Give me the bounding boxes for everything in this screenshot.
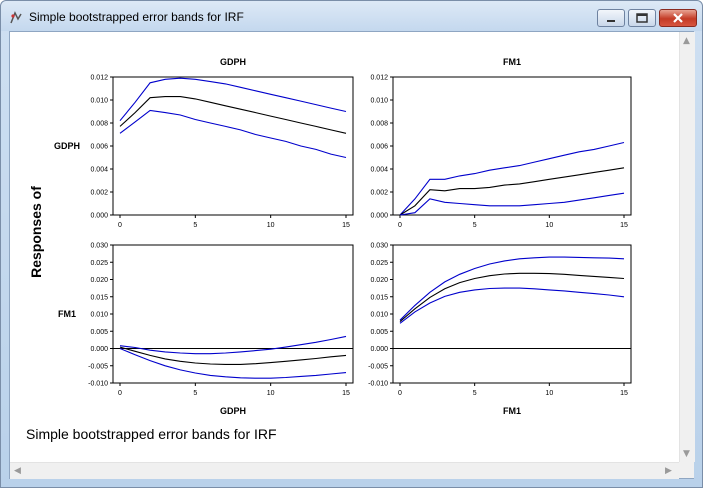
center-response-line (399, 167, 625, 216)
x-tick-label: 10 (545, 222, 553, 229)
x-tick-label: 15 (342, 390, 350, 397)
lower-band-line (399, 287, 625, 324)
plot-frame (112, 244, 354, 384)
x-tick-label: 15 (620, 390, 628, 397)
y-tick-label: 0.025 (90, 260, 108, 267)
scroll-right-icon[interactable]: ▶ (665, 466, 672, 476)
y-tick-label: 0.005 (370, 329, 388, 336)
upper-band-line (119, 77, 347, 122)
upper-band-line (399, 141, 625, 216)
row-label: FM1 (58, 309, 76, 319)
y-tick-label: 0.030 (370, 243, 388, 250)
y-tick-label: 0.010 (90, 98, 108, 105)
y-tick-label: 0.000 (90, 346, 108, 353)
x-tick-label: 0 (118, 222, 122, 229)
center-response-line (399, 272, 625, 323)
vertical-scrollbar[interactable]: ▲ ▼ (679, 32, 695, 462)
y-tick-label: 0.002 (90, 190, 108, 197)
minimize-icon (607, 20, 615, 22)
size-grip[interactable] (679, 462, 694, 478)
panel-x-label: GDPH (220, 406, 246, 416)
title-bar[interactable]: Simple bootstrapped error bands for IRF (1, 1, 702, 31)
plot-frame (392, 76, 632, 216)
x-tick-label: 5 (193, 222, 197, 229)
x-tick-label: 10 (545, 390, 553, 397)
y-tick-label: 0.004 (90, 167, 108, 174)
y-tick-label: -0.010 (88, 381, 108, 388)
horizontal-scrollbar[interactable]: ◀ ▶ (10, 462, 679, 479)
scroll-up-icon[interactable]: ▲ (683, 36, 690, 46)
panel-title: GDPH (220, 57, 246, 67)
plot-frame (112, 76, 354, 216)
x-tick-label: 10 (267, 222, 275, 229)
lower-band-line (399, 192, 625, 216)
y-tick-label: 0.012 (370, 75, 388, 82)
y-tick-label: 0.012 (90, 75, 108, 82)
center-response-line (119, 346, 347, 365)
x-tick-label: 10 (267, 390, 275, 397)
panel-title: FM1 (503, 57, 521, 67)
upper-band-line (399, 256, 625, 321)
y-tick-label: 0.005 (90, 329, 108, 336)
graph-caption: Simple bootstrapped error bands for IRF (26, 426, 277, 442)
y-tick-label: 0.020 (370, 277, 388, 284)
y-tick-label: -0.010 (368, 381, 388, 388)
x-tick-label: 0 (398, 222, 402, 229)
y-tick-label: 0.008 (370, 121, 388, 128)
y-tick-label: 0.000 (90, 213, 108, 220)
y-tick-label: 0.000 (370, 213, 388, 220)
maximize-icon (636, 13, 648, 23)
y-tick-label: 0.006 (370, 144, 388, 151)
maximize-button[interactable] (628, 9, 656, 27)
x-tick-label: 5 (473, 222, 477, 229)
y-tick-label: 0.010 (370, 98, 388, 105)
y-tick-label: 0.010 (370, 312, 388, 319)
scroll-down-icon[interactable]: ▼ (683, 449, 690, 459)
x-tick-label: 15 (342, 222, 350, 229)
eviews-app-icon (10, 11, 22, 24)
window-title: Simple bootstrapped error bands for IRF (29, 10, 244, 24)
lower-band-line (119, 109, 347, 159)
y-tick-label: 0.008 (90, 121, 108, 128)
plot-frame (392, 244, 632, 384)
x-tick-label: 5 (473, 390, 477, 397)
lower-band-line (119, 347, 347, 379)
minimize-button[interactable] (597, 9, 625, 27)
y-tick-label: 0.006 (90, 144, 108, 151)
irf-graph: 0.000 0.002 0.004 0.006 0.008 0.010 0.012 0 5 10 1… (26, 57, 632, 442)
y-tick-label: -0.005 (368, 363, 388, 370)
close-button[interactable] (659, 9, 697, 27)
y-tick-label: 0.010 (90, 312, 108, 319)
responses-of-label: Responses of (28, 186, 44, 278)
x-tick-label: 0 (118, 390, 122, 397)
row-label: GDPH (54, 141, 80, 151)
y-tick-label: 0.002 (370, 190, 388, 197)
y-tick-label: 0.004 (370, 167, 388, 174)
graph-area: 0.000 0.002 0.004 0.006 0.008 0.010 0.012 0 5 10 1… (9, 31, 695, 479)
upper-band-line (119, 335, 347, 355)
y-tick-label: 0.000 (370, 346, 388, 353)
close-icon (673, 13, 683, 23)
center-response-line (119, 96, 347, 134)
y-tick-label: -0.005 (88, 363, 108, 370)
x-tick-label: 0 (398, 390, 402, 397)
panel-x-label: FM1 (503, 406, 521, 416)
y-tick-label: 0.015 (90, 294, 108, 301)
y-tick-label: 0.020 (90, 277, 108, 284)
scroll-left-icon[interactable]: ◀ (14, 466, 21, 476)
y-tick-label: 0.015 (370, 294, 388, 301)
x-tick-label: 5 (193, 390, 197, 397)
x-tick-label: 15 (620, 222, 628, 229)
y-tick-label: 0.030 (90, 243, 108, 250)
y-tick-label: 0.025 (370, 260, 388, 267)
